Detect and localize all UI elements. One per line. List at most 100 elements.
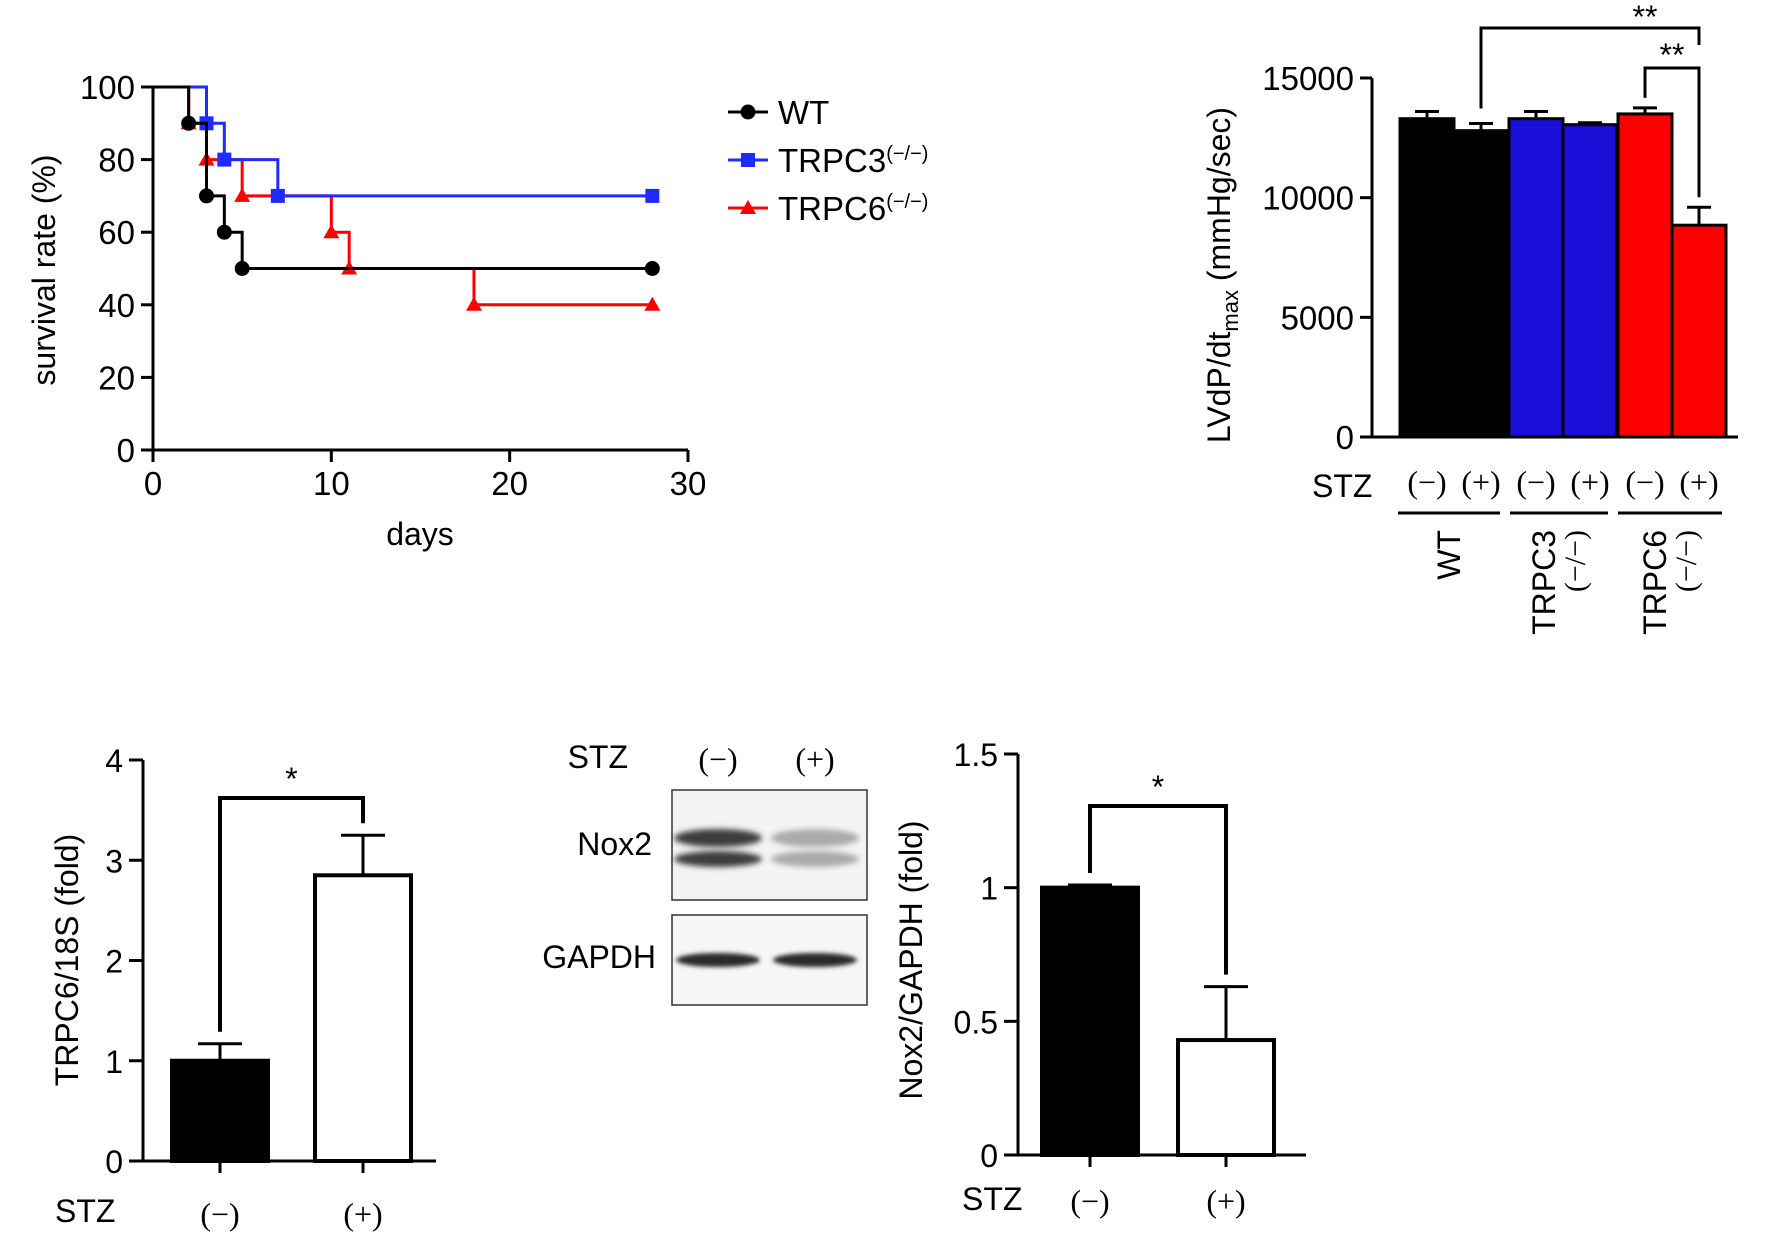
y-tick-label: 60: [98, 214, 135, 251]
category-label: (−): [1516, 464, 1555, 500]
y-tick-label: 0.5: [954, 1004, 998, 1040]
nox2-band-lower-0: [674, 851, 762, 867]
series-line-trpc3: [153, 85, 653, 198]
legend-marker-trpc3: [741, 153, 755, 167]
category-label: (−): [1070, 1183, 1109, 1219]
bar-2: [1507, 117, 1565, 439]
significance-label-outer: **: [1633, 0, 1658, 35]
legend-name: TRPC6: [778, 190, 886, 227]
y-tick-label: 10000: [1262, 180, 1354, 217]
y-tick-label: 4: [105, 743, 123, 779]
category-label: (+): [1206, 1183, 1245, 1219]
band-label-gapdh: GAPDH: [542, 939, 656, 975]
nox2-band-upper-1: [771, 829, 859, 847]
y-tick-label: 0: [1336, 419, 1354, 456]
category-label: (+): [1679, 464, 1718, 500]
marker-trpc6-3: [323, 224, 340, 239]
y-tick-label: 40: [98, 287, 135, 324]
band-label-nox2: Nox2: [577, 826, 652, 862]
x-tick-label: 10: [313, 465, 350, 502]
bar-1: [1176, 1038, 1276, 1157]
y-tick-label: 1.5: [954, 737, 998, 773]
y-axis-label: Nox2/GAPDH (fold): [893, 820, 929, 1099]
marker-trpc3-2: [270, 188, 285, 203]
significance-label: *: [285, 761, 297, 797]
nox2-chart: 0 0.5 1 1.5 * Nox2/GAPDH (fold) STZ (−) (+): [893, 737, 1306, 1219]
bar-1: [1452, 129, 1510, 439]
marker-trpc3-3: [645, 188, 660, 203]
x-tick-label: 20: [491, 465, 528, 502]
y-tick-label: 0: [980, 1138, 998, 1174]
marker-wt-0: [181, 115, 197, 131]
category-label: (−): [1625, 464, 1664, 500]
lvdp-chart: 0 5000 10000 15000 **** LVdP/dtmax (mmHg/se…: [1201, 0, 1738, 635]
x-axis-label: days: [386, 516, 454, 552]
x-tick-label: 30: [670, 465, 707, 502]
ylabel-units: (mmHg/sec): [1201, 107, 1237, 290]
series-line-wt: [153, 85, 653, 270]
significance-bracket-outer: [1479, 26, 1701, 109]
category-label: (+): [1461, 464, 1500, 500]
stz-label: STZ: [55, 1193, 115, 1229]
legend-label-trpc3: TRPC3(−/−): [778, 142, 928, 179]
ylabel-main: LVdP/dt: [1201, 331, 1237, 443]
y-tick-label: 20: [98, 359, 135, 396]
group-label-trpc3: TRPC3: [1526, 530, 1562, 635]
gapdh-band-1: [773, 953, 857, 967]
legend-marker-wt: [740, 104, 756, 120]
y-tick-label: 3: [105, 843, 123, 879]
group-sublabel: (−/−): [1559, 530, 1592, 592]
significance-label: *: [1152, 769, 1164, 805]
y-axis-label: LVdP/dtmax (mmHg/sec): [1201, 107, 1243, 443]
y-tick-label: 0: [117, 432, 135, 469]
marker-wt-1: [199, 188, 214, 204]
stz-label: STZ: [1312, 468, 1372, 504]
nox2-band-upper-0: [674, 829, 762, 847]
bar-0: [170, 1058, 270, 1163]
y-tick-label: 5000: [1281, 299, 1354, 336]
stz-label: STZ: [568, 739, 628, 775]
nox2-band-lower-1: [771, 851, 859, 867]
lane-label-minus: (−): [698, 741, 737, 777]
category-label: (+): [1570, 464, 1609, 500]
legend-label-trpc6: TRPC6(−/−): [778, 190, 928, 227]
legend-label-wt: WT: [778, 94, 829, 131]
y-tick-label: 80: [98, 142, 135, 179]
y-tick-label: 2: [105, 944, 123, 980]
stz-label: STZ: [962, 1181, 1022, 1217]
legend-superscript: (−/−): [886, 143, 928, 165]
bar-0: [1398, 117, 1456, 439]
significance-bracket: [1088, 804, 1228, 975]
bar-1: [313, 873, 413, 1163]
marker-trpc3-1: [217, 152, 232, 167]
marker-trpc6-6: [644, 296, 661, 311]
y-axis-label: survival rate (%): [26, 154, 62, 385]
trpc6-chart: 0 1 2 3 4 * TRPC6/18S (fold) STZ (−) (+): [49, 743, 436, 1232]
category-label: (−): [200, 1196, 239, 1232]
y-axis-label: TRPC6/18S (fold): [49, 834, 85, 1087]
western-blot: STZ (−) (+) Nox2 GAPDH: [542, 739, 868, 1006]
gapdh-band-0: [676, 953, 760, 967]
significance-bracket: [218, 796, 365, 1032]
bar-0: [1040, 885, 1140, 1158]
group-label-trpc6: TRPC6: [1637, 530, 1673, 635]
marker-wt-2: [216, 224, 232, 240]
lane-label-plus: (+): [795, 741, 834, 777]
y-tick-label: 0: [105, 1144, 123, 1180]
ylabel-subscript: max: [1218, 290, 1243, 332]
marker-trpc6-2: [234, 187, 251, 202]
group-sublabel: (−/−): [1670, 530, 1703, 592]
y-tick-label: 15000: [1262, 60, 1354, 97]
x-tick-label: 0: [144, 465, 162, 502]
legend-superscript: (−/−): [886, 191, 928, 213]
group-label-wt: WT: [1431, 530, 1467, 580]
significance-label-inner: **: [1660, 37, 1685, 73]
survival-chart: 0 20 40 60 80 100 0 10 20 30 survival rate (%) d…: [26, 69, 928, 552]
significance-bracket-inner: [1643, 66, 1701, 198]
marker-trpc6-5: [466, 296, 482, 311]
marker-wt-4: [644, 261, 660, 276]
legend-name: TRPC3: [778, 142, 886, 179]
y-tick-label: 1: [105, 1044, 123, 1080]
